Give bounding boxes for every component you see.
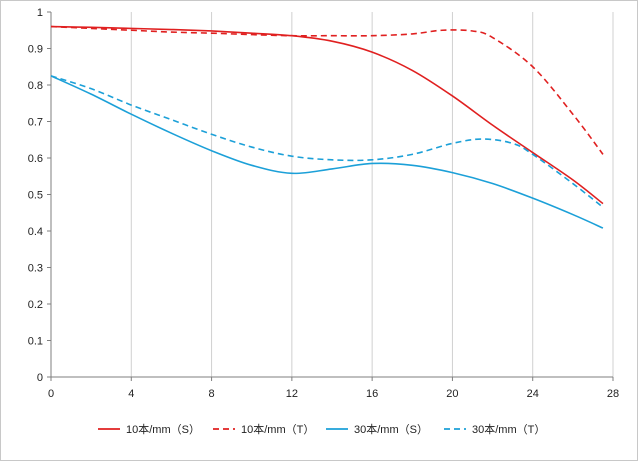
legend: 10本/mm（S） 10本/mm（T） 30本/mm（S） 30本/mm（T） (98, 422, 545, 436)
legend-label-3: 30本/mm（S） (354, 422, 428, 436)
y-tick-label-0.1: 0.1 (28, 336, 43, 348)
series-line-4 (50, 75, 604, 208)
series-lines (50, 25, 604, 229)
y-tick-label-1: 1 (37, 7, 43, 19)
x-tick-label-24: 24 (527, 388, 539, 400)
y-tick-label-0.3: 0.3 (28, 263, 43, 275)
y-tick-label-0.8: 0.8 (28, 80, 43, 92)
y-tick-label-0.5: 0.5 (28, 190, 43, 202)
legend-label-1: 10本/mm（S） (126, 422, 200, 436)
series-line-3 (50, 75, 604, 229)
y-tick-label-0.2: 0.2 (28, 299, 43, 311)
legend-label-4: 30本/mm（T） (472, 422, 545, 436)
x-tick-labels: 0 4 8 12 16 20 24 28 (48, 388, 619, 400)
y-tick-label-0: 0 (37, 372, 43, 384)
x-tick-label-12: 12 (286, 388, 298, 400)
y-tick-labels: 0 0.1 0.2 0.3 0.4 0.5 0.6 0.7 0.8 0.9 1 (28, 7, 43, 384)
grid-lines (130, 12, 614, 377)
x-tick-label-28: 28 (607, 388, 619, 400)
series-line-1 (50, 25, 604, 205)
x-tick-label-4: 4 (128, 388, 134, 400)
legend-label-2: 10本/mm（T） (241, 422, 314, 436)
axes (47, 11, 614, 381)
y-tick-label-0.7: 0.7 (28, 117, 43, 129)
x-tick-label-20: 20 (446, 388, 458, 400)
x-tick-label-0: 0 (48, 388, 54, 400)
y-tick-label-0.6: 0.6 (28, 153, 43, 165)
x-tick-label-8: 8 (209, 388, 215, 400)
y-tick-label-0.9: 0.9 (28, 44, 43, 56)
y-tick-label-0.4: 0.4 (28, 226, 43, 238)
x-tick-label-16: 16 (366, 388, 378, 400)
series-line-2 (50, 25, 604, 155)
